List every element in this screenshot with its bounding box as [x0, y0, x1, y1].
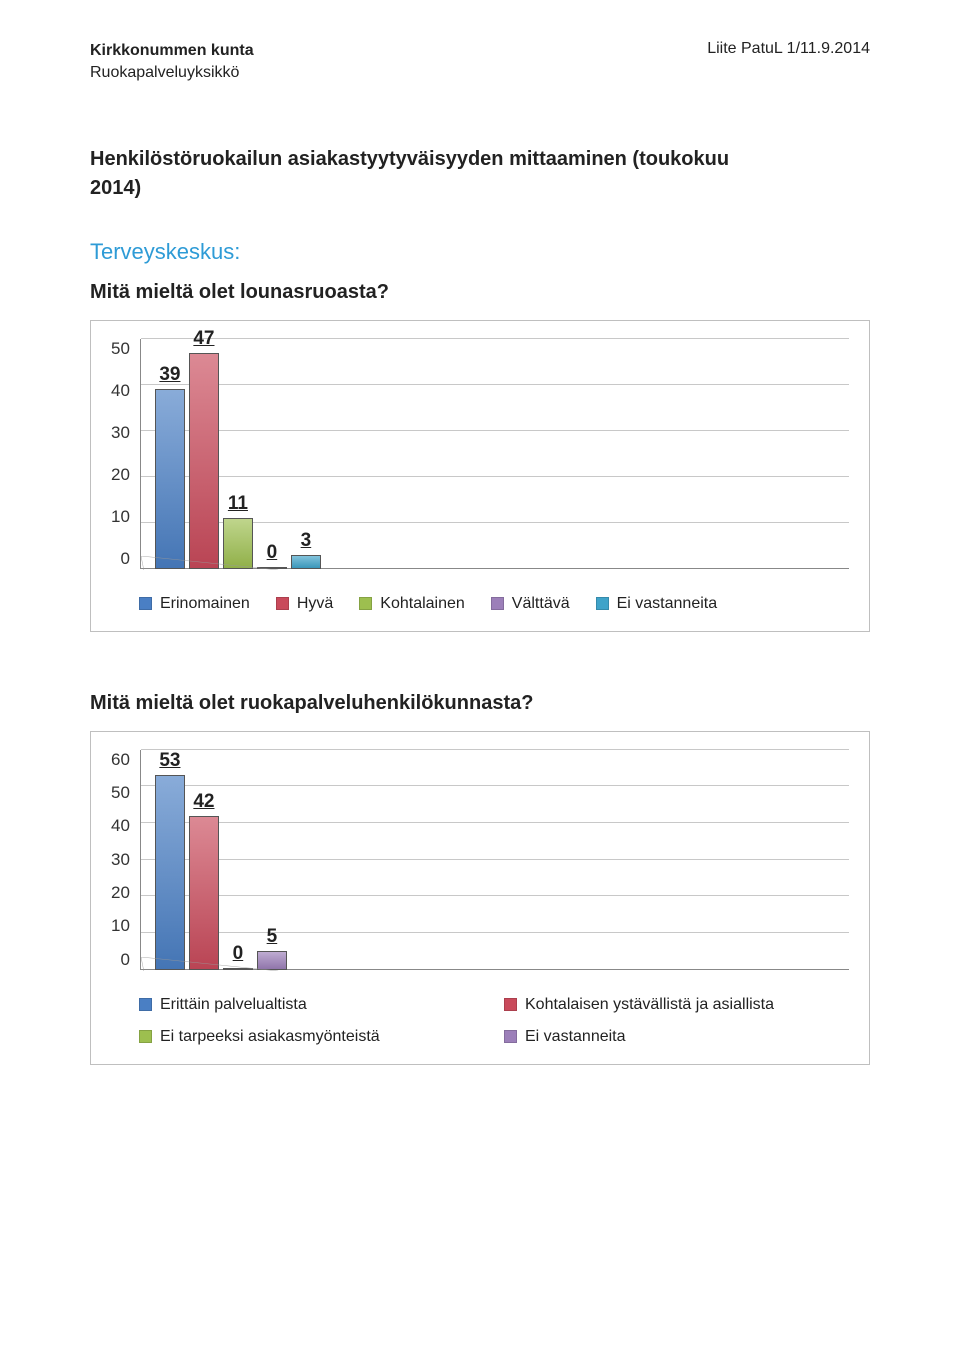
y-tick-label: 10 [111, 507, 130, 527]
bar: 0 [257, 567, 287, 569]
bar: 11 [223, 518, 253, 569]
bar: 3 [291, 555, 321, 569]
org-block: Kirkkonummen kunta Ruokapalveluyksikkö [90, 40, 254, 85]
y-tick-label: 50 [111, 339, 130, 359]
y-tick-label: 60 [111, 750, 130, 770]
legend-label: Erinomainen [160, 595, 250, 613]
legend-swatch [504, 1030, 517, 1043]
chart1-box: 50403020100 39471103 ErinomainenHyväKoht… [90, 320, 870, 632]
y-tick-label: 30 [111, 423, 130, 443]
doc-header: Kirkkonummen kunta Ruokapalveluyksikkö L… [90, 40, 870, 85]
y-tick-label: 40 [111, 816, 130, 836]
y-tick-label: 20 [111, 883, 130, 903]
chart1-question: Mitä mieltä olet lounasruoasta? [90, 281, 870, 304]
bar-value-label: 53 [159, 750, 180, 772]
legend-label: Ei vastanneita [525, 1028, 626, 1046]
legend-swatch [139, 998, 152, 1011]
bar-value-label: 3 [301, 530, 312, 552]
chart2-box: 6050403020100 534205 Erittäin palvelualt… [90, 731, 870, 1065]
org-unit: Ruokapalveluyksikkö [90, 62, 254, 84]
legend-swatch [139, 597, 152, 610]
legend-swatch [504, 998, 517, 1011]
legend-label: Hyvä [297, 595, 333, 613]
bar-value-label: 42 [193, 791, 214, 813]
legend-label: Ei tarpeeksi asiakasmyönteistä [160, 1028, 380, 1046]
bar: 47 [189, 353, 219, 569]
legend-item: Ei vastanneita [596, 595, 718, 613]
chart1-y-axis: 50 40 30 20 10 0 [111, 339, 140, 569]
legend-swatch [139, 1030, 152, 1043]
chart1-legend: Erinomainen Hyvä Kohtalainen Välttävä Ei vas… [111, 595, 849, 613]
legend-swatch [276, 597, 289, 610]
legend-swatch [491, 597, 504, 610]
y-tick-label: 0 [120, 549, 129, 569]
legend-item: Ei tarpeeksi asiakasmyönteistä [139, 1028, 484, 1046]
chart2-question: Mitä mieltä olet ruokapalveluhenkilökunn… [90, 692, 870, 715]
y-tick-label: 10 [111, 916, 130, 936]
legend-label: Välttävä [512, 595, 570, 613]
doc-title-line2: 2014) [90, 177, 141, 199]
legend-item: Kohtalainen [359, 595, 465, 613]
y-tick-label: 40 [111, 381, 130, 401]
bar-value-label: 47 [193, 328, 214, 350]
org-name: Kirkkonummen kunta [90, 40, 254, 62]
bar: 53 [155, 775, 185, 969]
section-title: Terveyskeskus: [90, 239, 870, 265]
y-tick-label: 30 [111, 850, 130, 870]
legend-item: Erinomainen [139, 595, 250, 613]
legend-swatch [596, 597, 609, 610]
chart2-y-axis: 60 50 40 30 20 10 0 [111, 750, 140, 970]
y-tick-label: 0 [120, 950, 129, 970]
legend-label: Kohtalainen [380, 595, 465, 613]
chart1-bars: 39471103 [141, 353, 321, 569]
bar-value-label: 5 [267, 926, 278, 948]
doc-title-line1: Henkilöstöruokailun asiakastyytyväisyyde… [90, 148, 729, 170]
chart2-bars: 534205 [141, 775, 287, 969]
y-tick-label: 50 [111, 783, 130, 803]
bar: 0 [223, 968, 253, 970]
legend-label: Kohtalaisen ystävällistä ja asiallista [525, 996, 774, 1014]
legend-item: Kohtalaisen ystävällistä ja asiallista [504, 996, 849, 1014]
bar-value-label: 11 [228, 493, 248, 515]
bar: 5 [257, 951, 287, 969]
legend-label: Erittäin palvelualtista [160, 996, 307, 1014]
legend-swatch [359, 597, 372, 610]
legend-item: Hyvä [276, 595, 333, 613]
doc-title: Henkilöstöruokailun asiakastyytyväisyyde… [90, 145, 870, 203]
legend-item: Välttävä [491, 595, 570, 613]
bar-value-label: 0 [233, 943, 244, 965]
bar-value-label: 39 [159, 364, 180, 386]
bar: 39 [155, 389, 185, 568]
attachment-ref: Liite PatuL 1/11.9.2014 [707, 40, 870, 58]
chart2-legend: Erittäin palvelualtista Kohtalaisen ystäv… [111, 996, 849, 1046]
chart2-plot: 534205 [140, 750, 849, 970]
legend-item: Ei vastanneita [504, 1028, 849, 1046]
legend-label: Ei vastanneita [617, 595, 718, 613]
chart1-plot: 39471103 [140, 339, 849, 569]
bar: 42 [189, 816, 219, 970]
y-tick-label: 20 [111, 465, 130, 485]
legend-item: Erittäin palvelualtista [139, 996, 484, 1014]
bar-value-label: 0 [267, 542, 278, 564]
